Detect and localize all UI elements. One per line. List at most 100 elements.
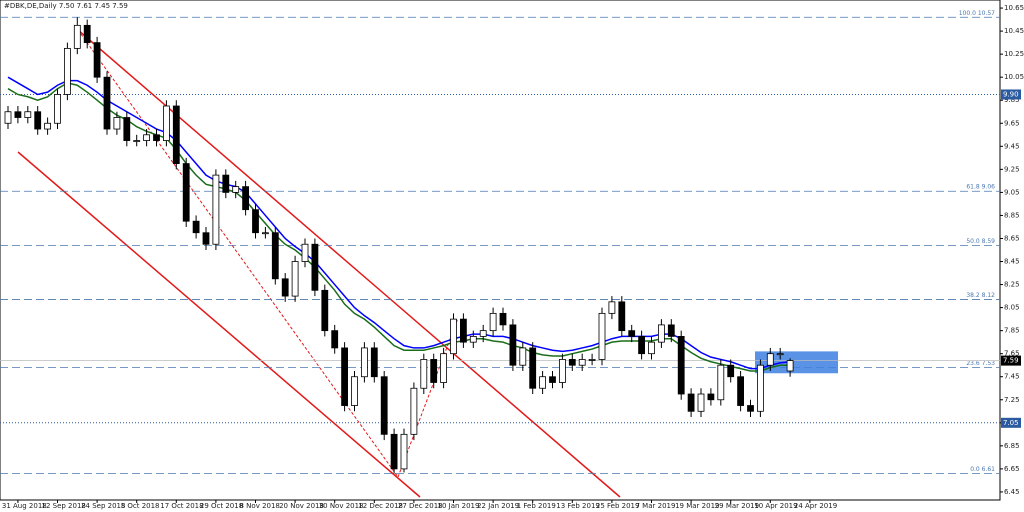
y-tick-label: 6.85 [1004,442,1020,450]
candle-body [93,42,101,78]
candle-body [261,232,269,235]
candle-body [390,433,398,470]
x-tick-label: 29 Oct 2018 [200,502,243,510]
x-tick-label: 24 Apr 2019 [794,502,837,510]
candle-body [618,301,626,332]
x-tick-label: 12 Dec 2018 [358,502,403,510]
candle-body [509,324,517,366]
candle-body [252,209,259,234]
y-tick-label: 9.65 [1004,119,1020,127]
last-price-label: 7.59 [1003,357,1019,365]
candle-body [578,359,586,366]
x-tick-label: 8 Nov 2018 [240,502,280,510]
candle-body [747,405,754,412]
y-tick-label: 7.85 [1004,327,1020,335]
x-tick-label: 17 Oct 2018 [160,502,203,510]
channel-dashed [77,29,399,478]
candle-body [212,174,220,245]
level-tag-label: 9.90 [1003,90,1019,98]
candle-body [549,376,556,383]
level-tag [1001,89,1021,100]
plot-frame [0,0,1001,501]
zone-box [755,351,838,374]
y-tick-label: 6.65 [1004,465,1020,473]
candle-body [242,186,250,211]
candle-body [311,243,319,291]
candle-body [737,376,744,406]
y-tick-label: 9.45 [1004,142,1020,150]
x-tick-label: 27 Dec 2018 [398,502,443,510]
fib-label: 61.8 9.06 [966,184,995,191]
candle-body [271,232,279,280]
candle-body [182,163,190,222]
candle-body [628,330,636,337]
candle-body [766,353,774,366]
candle-body [103,76,111,130]
candle-body [34,111,42,130]
candle-body [648,341,655,355]
candle-body [360,347,368,378]
candle-body [519,347,527,366]
level-tag-label: 7.05 [1003,419,1019,427]
x-tick-label: 13 Feb 2019 [556,502,600,510]
candle-body [202,232,210,245]
fib-label: 38.2 8.12 [966,292,995,299]
candle-body [687,393,695,412]
candle-body [4,111,12,124]
y-tick-label: 10.05 [1004,73,1024,81]
candle-body [499,312,507,326]
y-tick-label: 8.65 [1004,234,1020,242]
x-tick-label: 7 Mar 2019 [636,502,676,510]
candle-body [143,134,151,141]
candle-body [459,318,467,343]
candle-body [133,140,141,142]
candle-body [351,376,358,406]
candle-body [658,324,665,343]
y-tick-label: 8.45 [1004,258,1020,266]
candle-body [54,94,61,124]
candle-body [281,278,289,297]
candle-body [638,336,645,355]
candle-body [757,364,764,412]
candle-body [192,220,200,234]
y-tick-label: 9.85 [1004,96,1020,104]
candle-body [172,105,180,164]
candle-body [430,359,438,383]
fib-label: 23.6 7.53 [966,360,995,367]
fib-label: 0.0 6.61 [970,466,995,473]
candle-body [539,376,546,389]
candle-body [707,393,715,401]
y-tick-label: 7.45 [1004,373,1020,381]
x-tick-label: 5 Oct 2018 [121,502,160,510]
level-tag [1001,417,1021,428]
x-tick-label: 25 Feb 2019 [596,502,640,510]
y-tick-label: 9.05 [1004,188,1020,196]
y-tick-label: 8.25 [1004,281,1020,289]
y-tick-label: 6.45 [1004,488,1020,496]
candle-body [588,359,596,361]
candle-body [479,330,487,337]
candle-body [608,301,616,314]
y-tick-label: 10.45 [1004,27,1024,35]
candle-body [44,122,51,130]
fib-label: 50.0 8.59 [966,238,995,245]
candle-body [717,364,725,401]
chart-title: #DBK,DE,Daily 7.50 7.61 7.45 7.59 [4,2,128,10]
last-price-tag [1001,355,1021,366]
candle-body [559,359,566,383]
candle-body [598,312,606,360]
candle-body [222,174,230,193]
candle-body [469,336,477,343]
channel-lower [17,151,421,498]
y-tick-label: 10.25 [1004,50,1024,58]
fib-label: 100.0 10.57 [959,10,995,17]
y-tick-label: 10.65 [1004,4,1024,12]
x-tick-label: 12 Sep 2018 [42,502,86,510]
candle-body [677,336,685,395]
candle-body [420,359,428,389]
candle-body [568,359,576,366]
candle-body [667,324,675,337]
x-tick-label: 1 Feb 2019 [517,502,556,510]
candle-body [153,134,160,141]
